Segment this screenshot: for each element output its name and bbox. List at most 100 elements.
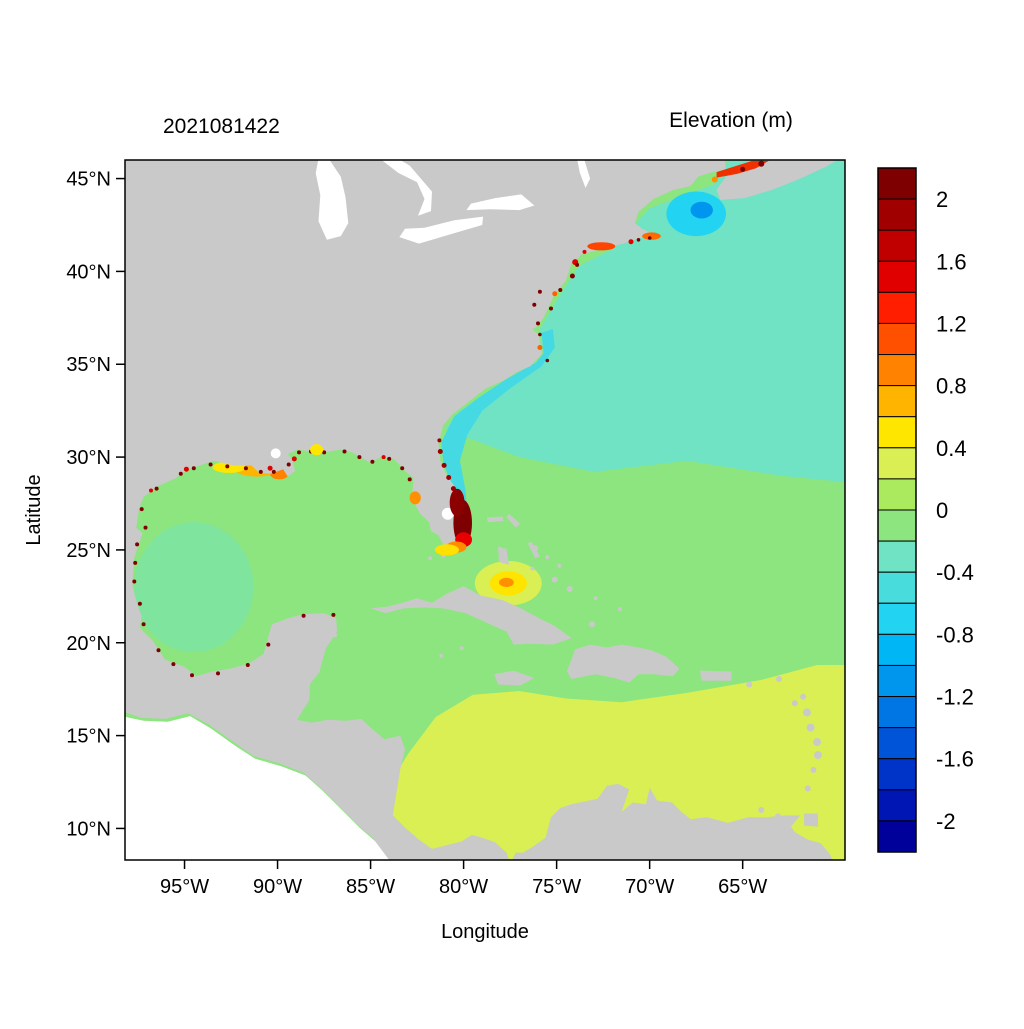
colorbar-frame: [877, 167, 917, 853]
gulf-coast-speckles: [208, 462, 213, 467]
long-island-sound-streak: [587, 242, 616, 251]
colorbar-tick-label: 1.2: [936, 312, 967, 337]
lake-champlain: [577, 160, 591, 188]
midatlantic-coast-speckles: [545, 358, 550, 363]
gulf-coast-speckles: [225, 464, 230, 469]
lake-erie: [399, 216, 484, 244]
land-small-islands: [814, 751, 822, 760]
gulf-coast-speckles: [266, 642, 271, 647]
gulf-coast-speckles: [370, 459, 375, 464]
y-tick-label: 30°N: [66, 447, 111, 469]
x-tick-label: 90°W: [253, 876, 302, 898]
caribbean-positive-anomaly: [379, 665, 845, 860]
fundy-surge-dots: [758, 160, 765, 167]
gulf-coast-speckles: [133, 560, 138, 565]
land-small-islands: [802, 708, 811, 717]
land-small-islands: [530, 566, 535, 571]
land-small-islands: [776, 676, 782, 682]
x-tick-label: 95°W: [160, 876, 209, 898]
x-tick-label: 85°W: [346, 876, 395, 898]
lake-okeechobee: [270, 448, 281, 459]
colorbar-segment: [877, 167, 917, 200]
colorbar-tick-label: 0: [936, 498, 948, 523]
colorbar-segment: [877, 354, 917, 387]
lake-okeechobee: [441, 507, 454, 520]
gulf-coast-speckles: [171, 662, 176, 667]
midatlantic-coast-speckles: [647, 236, 652, 240]
florida-surge-maroon-north: [449, 488, 465, 517]
ny-bight-red-dots: [582, 249, 587, 254]
y-tick-label: 35°N: [66, 354, 111, 376]
bahama-bank-spot-core: [499, 577, 514, 588]
colorbar-segment: [877, 664, 917, 698]
land-andros: [498, 546, 510, 565]
florida-coast-speckles: [441, 462, 447, 468]
delaware-orange-dot: [537, 345, 543, 350]
gulf-coast-speckles: [154, 486, 159, 491]
colorbar-segment: [877, 229, 917, 262]
y-tick-label: 10°N: [66, 818, 111, 840]
gulf-coast-speckles: [297, 450, 301, 455]
gulf-coast-speckles: [342, 449, 347, 454]
gulf-coast-speckles: [331, 612, 336, 617]
land-north-america: [125, 160, 726, 860]
land-small-islands: [810, 766, 817, 773]
colorbar-segment: [877, 633, 917, 666]
land-small-islands: [758, 806, 765, 813]
colorbar-segment: [877, 447, 917, 480]
land-small-islands: [791, 700, 798, 707]
midatlantic-coast-speckles: [538, 332, 542, 337]
gulf-coast-speckles: [139, 507, 144, 512]
x-tick-label: 70°W: [625, 876, 674, 898]
ny-bight-red-dots: [628, 239, 634, 245]
colorbar-title: Elevation (m): [669, 109, 793, 132]
gulf-coast-speckles: [216, 671, 220, 676]
land-small-islands: [333, 633, 338, 638]
land-puerto-rico: [699, 670, 732, 681]
land-small-islands: [806, 723, 815, 732]
gulf-coast-red-dots: [149, 488, 153, 493]
land-small-islands: [813, 738, 822, 747]
delaware-orange-dot: [552, 291, 558, 297]
land-hispaniola: [566, 644, 680, 683]
colorbar-tick-label: 2: [936, 187, 948, 212]
midatlantic-coast-speckles: [537, 289, 542, 294]
gulf-coast-speckles: [245, 663, 250, 667]
land-small-islands: [532, 545, 539, 552]
florida-surge-yellow-fringe: [434, 544, 459, 556]
colorbar-tick-label: -0.8: [936, 622, 974, 647]
colorbar-segment: [877, 696, 917, 729]
mobile-bay-yellow-dot: [310, 444, 324, 456]
gulf-coast-speckles: [301, 613, 306, 618]
cape-cod-orange-streak: [642, 232, 661, 240]
florida-coast-speckles: [437, 438, 442, 443]
midatlantic-coast-speckles: [549, 306, 553, 311]
gulf-coast-speckles: [178, 471, 183, 476]
land-small-islands: [746, 681, 753, 688]
midatlantic-coast-speckles: [536, 321, 540, 326]
gulf-coast-speckles: [400, 466, 405, 471]
colorbar-segment: [877, 291, 917, 324]
florida-coast-speckles: [446, 475, 452, 480]
gulf-coast-speckles: [135, 542, 140, 547]
colorbar: 2 1.6 1.2 0.8 0.4 0 -0.4 -0.8 -1.2 -1.6 -2: [877, 167, 974, 853]
colorbar-tick-label: 0.8: [936, 374, 967, 399]
pacific-outside-domain: [125, 716, 396, 860]
land-small-islands: [589, 621, 595, 628]
colorbar-tick-label: -0.4: [936, 560, 974, 585]
gulf-coast-speckles: [271, 469, 276, 474]
gulf-coast-red-dots: [291, 456, 297, 462]
colorbar-segment: [877, 602, 917, 635]
colorbar-segment: [877, 758, 917, 791]
land-small-islands: [775, 813, 781, 820]
land-small-islands: [593, 596, 598, 601]
gulf-coast-speckles: [357, 455, 362, 460]
colorbar-segment: [877, 260, 917, 293]
x-tick-label: 65°W: [718, 876, 767, 898]
lake-huron: [381, 160, 432, 216]
gulf-of-maine-blue-core: [690, 201, 713, 219]
colorbar-tick-label: -1.2: [936, 685, 974, 710]
x-axis-label: Longitude: [441, 921, 529, 943]
land-small-islands: [804, 785, 811, 792]
